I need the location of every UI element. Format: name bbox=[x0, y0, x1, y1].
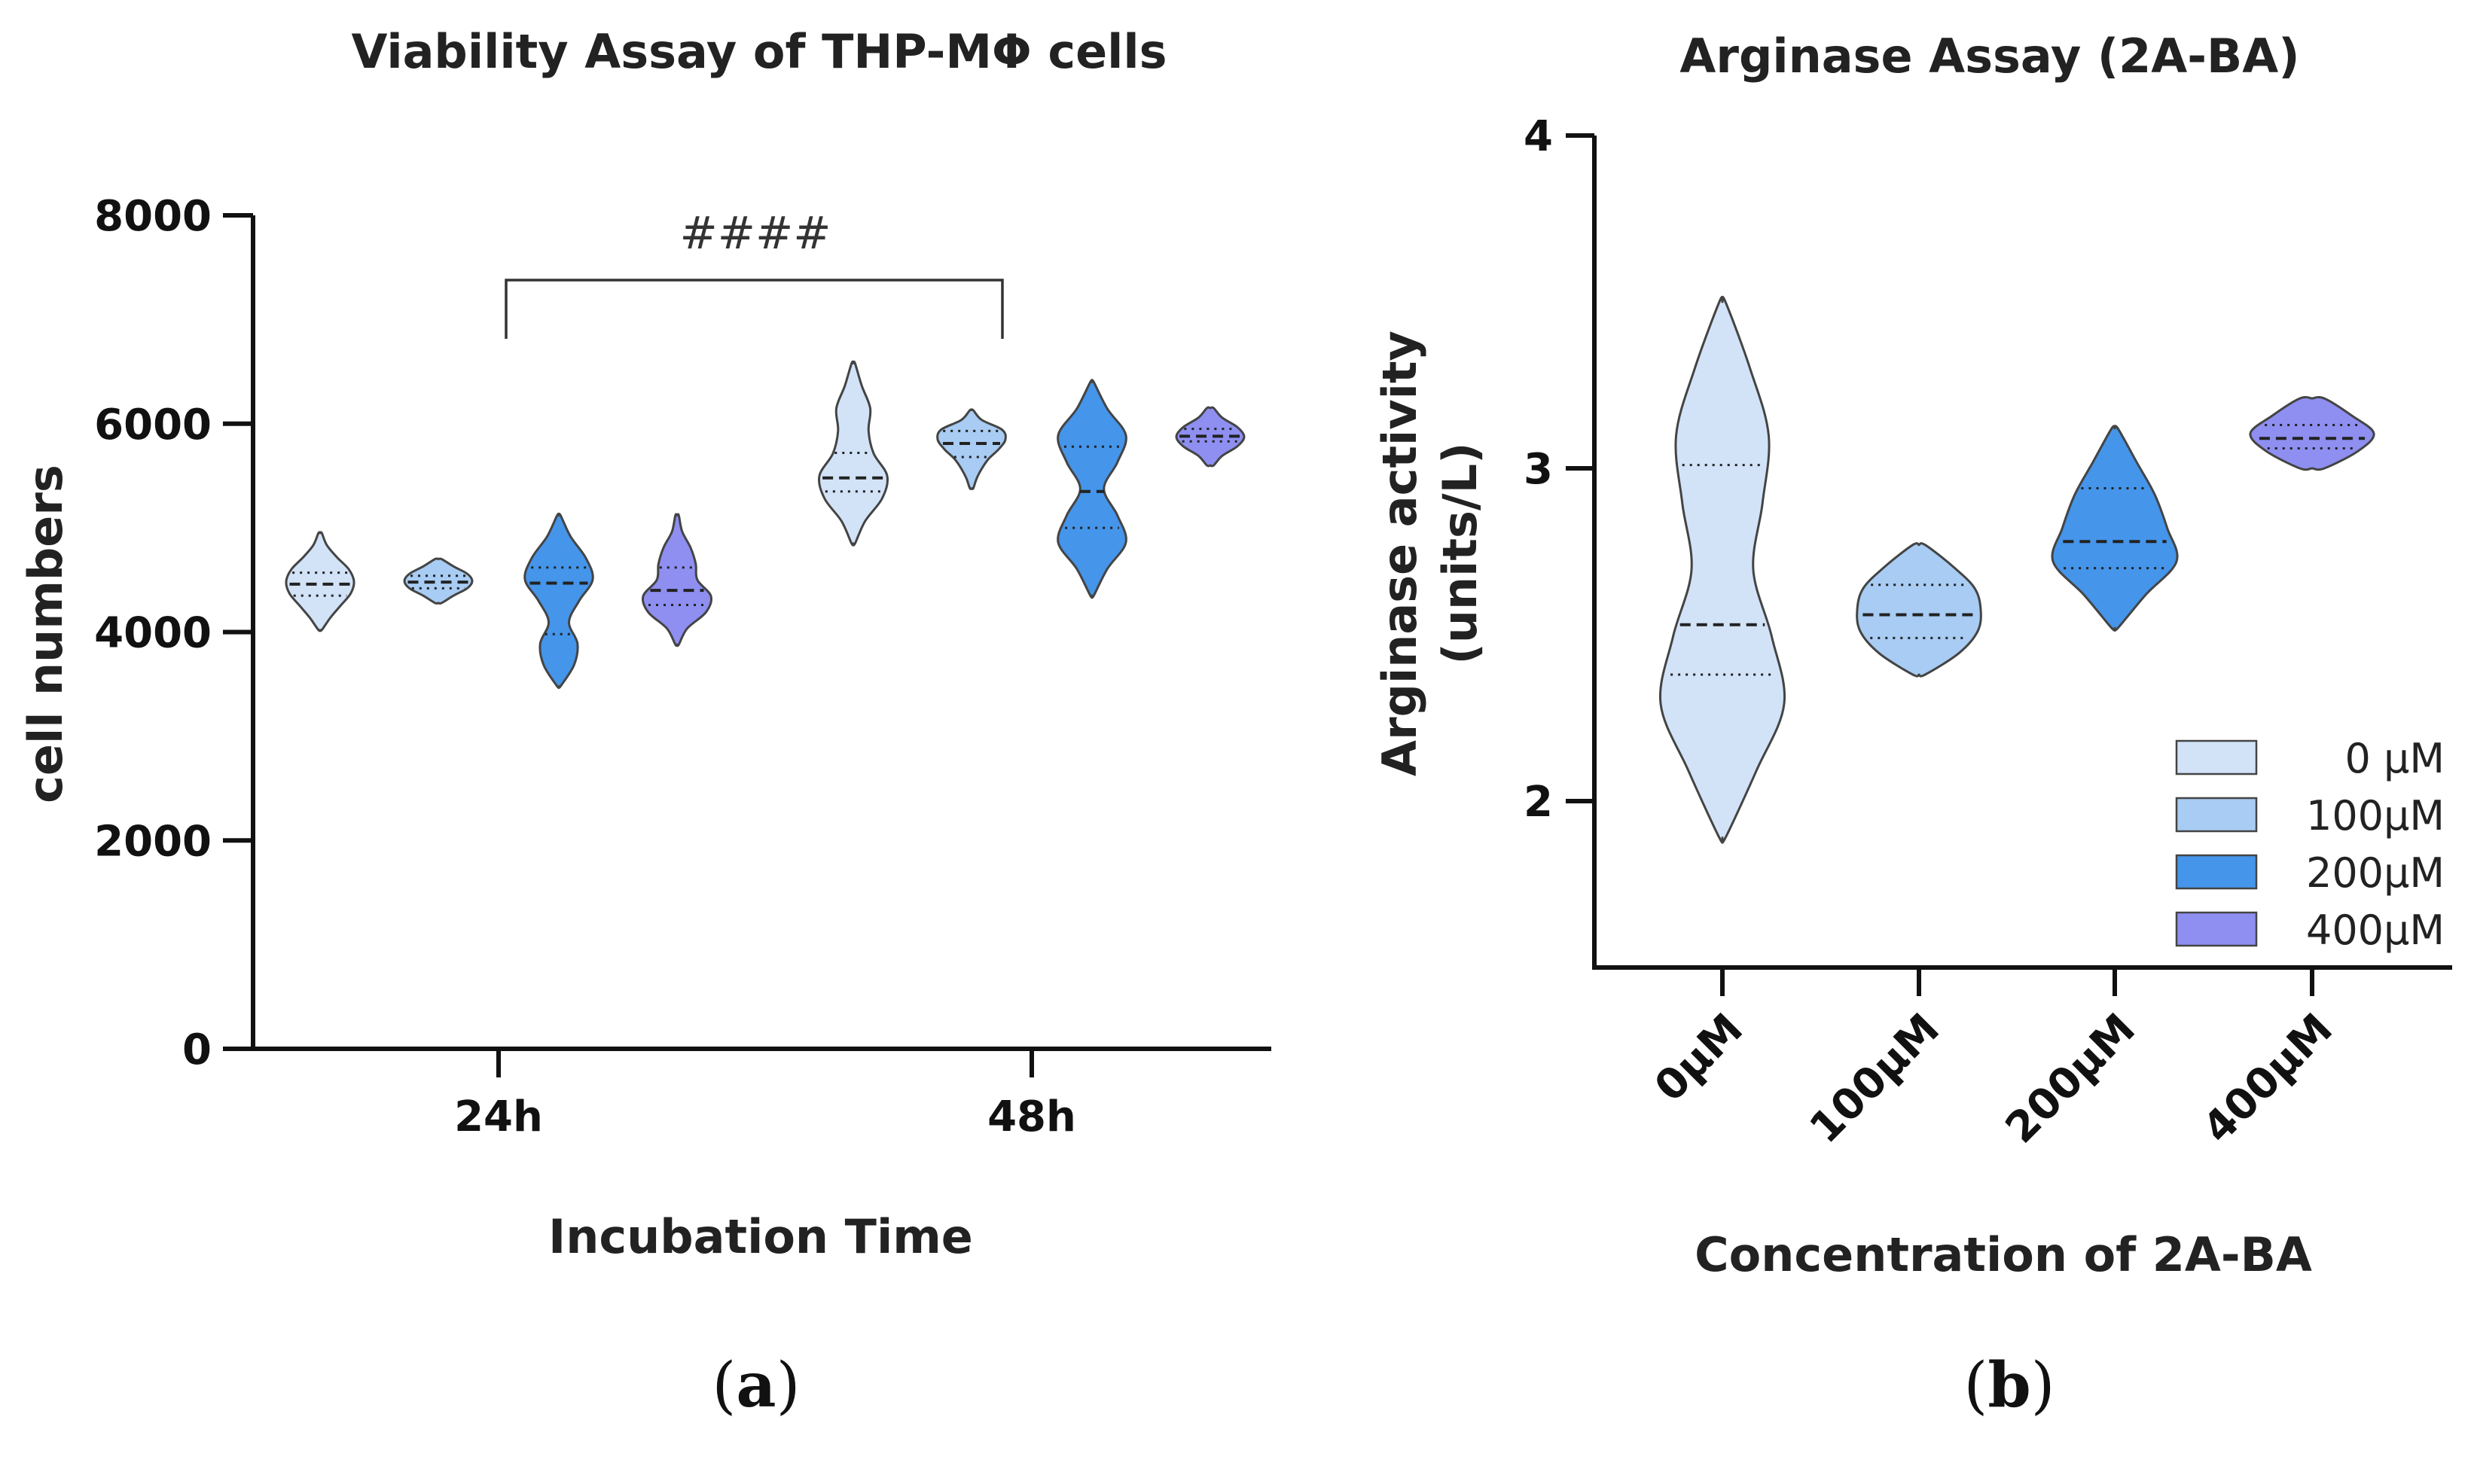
x-tick-label: 0µM bbox=[1646, 1004, 1753, 1111]
violin-1-1 bbox=[936, 408, 1007, 490]
violin-body bbox=[2051, 425, 2179, 632]
significance-bracket: #### bbox=[505, 207, 1004, 339]
chart-a-y-ticks: 0 2000 4000 6000 8000 bbox=[94, 192, 253, 1074]
y-tick-label: 4 bbox=[1524, 112, 1553, 161]
violin-body bbox=[2249, 395, 2375, 471]
chart-b-axes bbox=[1592, 136, 2452, 970]
legend-swatch bbox=[2175, 911, 2258, 947]
legend-swatch bbox=[2175, 739, 2258, 776]
chart-b-y-ticks: 2 3 4 bbox=[1524, 112, 1594, 827]
x-tick-label: 24h bbox=[454, 1092, 543, 1141]
violin-0-0 bbox=[285, 531, 355, 632]
violin-body bbox=[936, 408, 1007, 490]
violin-body bbox=[1175, 406, 1246, 468]
chart-a-ylabel: cell numbers bbox=[18, 465, 73, 803]
violin-body bbox=[818, 360, 889, 547]
legend-label: 100µM bbox=[2306, 792, 2445, 840]
y-tick-label: 4000 bbox=[94, 609, 212, 658]
violin-3-0 bbox=[642, 513, 712, 648]
panel-b-open-paren: ( bbox=[1963, 1350, 1987, 1422]
chart-a-x-ticks: 24h 48h bbox=[454, 1049, 1076, 1141]
violin-body bbox=[1856, 542, 1982, 678]
x-tick-label: 100µM bbox=[1801, 1004, 1949, 1153]
violin-body bbox=[523, 512, 594, 690]
violin-body bbox=[1658, 295, 1786, 844]
panel-a-label: (a) bbox=[712, 1349, 800, 1422]
violin-body bbox=[403, 557, 474, 605]
violin-0-1 bbox=[818, 360, 889, 547]
legend-swatch bbox=[2175, 854, 2258, 890]
chart-a-title: Viability Assay of THP-MΦ cells bbox=[351, 24, 1167, 79]
legend-label: 0 µM bbox=[2345, 735, 2445, 782]
chart-a-axes bbox=[251, 215, 1271, 1051]
panel-a-close-paren: ) bbox=[776, 1350, 801, 1422]
violin-2-1 bbox=[1057, 379, 1127, 599]
x-tick-label: 48h bbox=[987, 1092, 1076, 1141]
x-tick-label: 400µM bbox=[2194, 1004, 2342, 1153]
chart-b-xlabel: Concentration of 2A-BA bbox=[1695, 1227, 2312, 1282]
violin-body bbox=[642, 513, 712, 648]
panel-a-open-paren: ( bbox=[712, 1350, 736, 1422]
legend-label: 200µM bbox=[2306, 849, 2445, 897]
chart-b-legend: 0 µM 100µM 200µM 400µM bbox=[2175, 735, 2445, 954]
x-tick-label: 200µM bbox=[1997, 1004, 2145, 1153]
y-tick-label: 3 bbox=[1524, 445, 1553, 494]
y-tick-label: 2 bbox=[1524, 778, 1553, 827]
legend-label: 400µM bbox=[2306, 907, 2445, 954]
panel-b-label: (b) bbox=[1963, 1349, 2055, 1422]
violin-3 bbox=[2249, 395, 2375, 471]
violin-0 bbox=[1658, 295, 1786, 844]
panel-b-letter: b bbox=[1987, 1349, 2030, 1422]
violin-body bbox=[285, 531, 355, 632]
violin-1 bbox=[1856, 542, 1982, 678]
y-tick-label: 6000 bbox=[94, 401, 212, 449]
significance-bracket-line bbox=[505, 279, 1004, 339]
chart-b-violins bbox=[1658, 295, 2375, 844]
violin-2-0 bbox=[523, 512, 594, 690]
chart-b-ylabel-line2: (units/L) bbox=[1432, 443, 1487, 665]
y-tick-label: 8000 bbox=[94, 192, 212, 241]
panel-a-letter: a bbox=[736, 1349, 776, 1422]
panel-b-close-paren: ) bbox=[2031, 1350, 2055, 1422]
chart-a-xlabel: Incubation Time bbox=[548, 1209, 973, 1264]
violin-2 bbox=[2051, 425, 2179, 632]
chart-b-ylabel-line1: Arginase activity bbox=[1372, 331, 1427, 776]
chart-b-axis-lines bbox=[1592, 136, 2452, 970]
chart-a-axis-lines bbox=[251, 215, 1271, 1051]
panel-a-viability-chart: Viability Assay of THP-MΦ cells Incubati… bbox=[18, 24, 1271, 1422]
panel-b-arginase-chart: Arginase Assay (2A-BA) Concentration of … bbox=[1372, 29, 2452, 1422]
y-tick-label: 0 bbox=[182, 1025, 212, 1074]
violin-1-0 bbox=[403, 557, 474, 605]
chart-b-x-ticks: 0µM 100µM 200µM 400µM bbox=[1646, 967, 2342, 1153]
significance-label: #### bbox=[679, 207, 831, 260]
legend-swatch bbox=[2175, 797, 2258, 833]
violin-body bbox=[1057, 379, 1127, 599]
violin-3-1 bbox=[1175, 406, 1246, 468]
y-tick-label: 2000 bbox=[94, 817, 212, 866]
chart-b-title: Arginase Assay (2A-BA) bbox=[1679, 29, 2299, 84]
chart-a-violins bbox=[285, 360, 1246, 690]
